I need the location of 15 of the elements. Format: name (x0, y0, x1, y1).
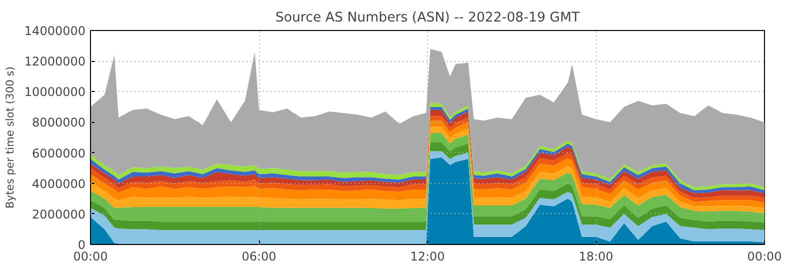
y-tick-label: 0 (78, 238, 86, 252)
y-tick-label: 4000000 (32, 176, 86, 191)
chart-title: Source AS Numbers (ASN) -- 2022-08-19 GMT (275, 10, 580, 26)
x-tick-label: 12:00 (410, 250, 445, 264)
y-tick-label: 10000000 (24, 85, 86, 100)
x-tick-label: 00:00 (73, 250, 108, 264)
y-tick-label: 8000000 (32, 116, 86, 130)
x-tick-label: 00:00 (747, 250, 782, 264)
y-tick-label: 12000000 (24, 54, 86, 69)
x-tick-label: 06:00 (242, 250, 276, 264)
x-tick-label: 18:00 (578, 250, 614, 264)
y-tick-label: 6000000 (32, 146, 86, 160)
y-tick-label: 14000000 (24, 24, 86, 38)
y-tick-label: 2000000 (32, 207, 86, 222)
y-axis-title: Bytes per time slot (300 s) (3, 66, 16, 209)
